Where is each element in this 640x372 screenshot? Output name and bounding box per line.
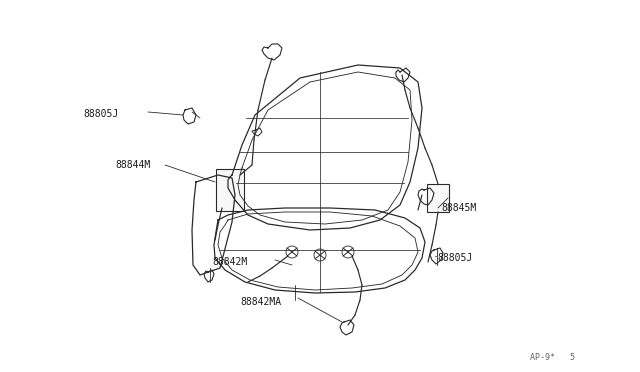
Text: 88842M: 88842M bbox=[212, 257, 247, 267]
Text: AP-9*   5: AP-9* 5 bbox=[530, 353, 575, 362]
Text: 88845M: 88845M bbox=[441, 203, 476, 213]
Bar bbox=[427, 184, 449, 212]
Text: 88805J: 88805J bbox=[437, 253, 472, 263]
Text: 88805J: 88805J bbox=[83, 109, 118, 119]
Text: 88842MA: 88842MA bbox=[240, 297, 281, 307]
Bar bbox=[216, 169, 244, 211]
Text: 88844M: 88844M bbox=[115, 160, 150, 170]
